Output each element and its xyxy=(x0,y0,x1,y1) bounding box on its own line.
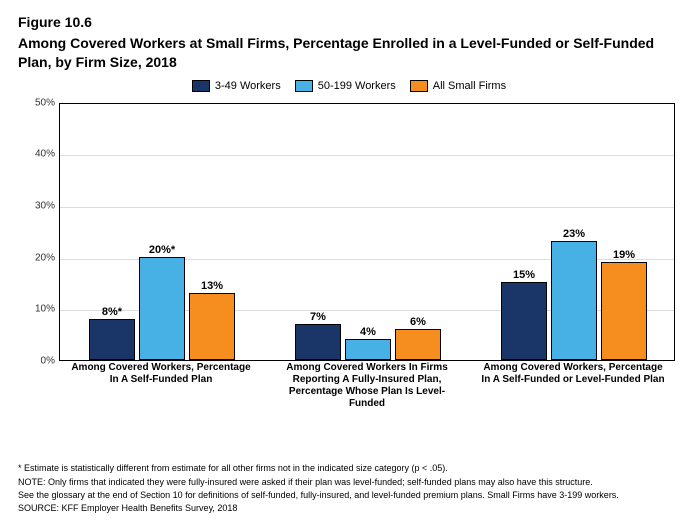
footnote-line: * Estimate is statistically different fr… xyxy=(18,462,678,474)
grid-line xyxy=(60,207,674,208)
y-tick-label: 20% xyxy=(19,252,55,263)
bar: 20%* xyxy=(139,257,185,360)
x-category-label: Among Covered Workers, Percentage In A S… xyxy=(68,362,254,386)
legend-item: All Small Firms xyxy=(410,80,506,92)
legend-item: 3-49 Workers xyxy=(192,80,281,92)
bar-value-label: 20%* xyxy=(140,244,184,256)
footnotes: * Estimate is statistically different fr… xyxy=(18,462,678,515)
bar-value-label: 13% xyxy=(190,280,234,292)
legend-swatch xyxy=(410,80,428,92)
y-tick-label: 0% xyxy=(19,355,55,366)
footnote-line: SOURCE: KFF Employer Health Benefits Sur… xyxy=(18,502,678,514)
bar: 13% xyxy=(189,293,235,360)
bar-value-label: 6% xyxy=(396,316,440,328)
x-category-label: Among Covered Workers In Firms Reporting… xyxy=(274,362,460,410)
y-tick-label: 10% xyxy=(19,304,55,315)
bar: 19% xyxy=(601,262,647,360)
legend-item: 50-199 Workers xyxy=(295,80,396,92)
bar-value-label: 19% xyxy=(602,249,646,261)
legend: 3-49 Workers 50-199 Workers All Small Firm… xyxy=(18,80,680,92)
bar: 23% xyxy=(551,241,597,360)
y-tick-label: 50% xyxy=(19,97,55,108)
y-tick-label: 30% xyxy=(19,200,55,211)
bar-value-label: 4% xyxy=(346,326,390,338)
figure-container: Figure 10.6 Among Covered Workers at Sma… xyxy=(0,0,698,525)
legend-swatch xyxy=(192,80,210,92)
footnote-line: NOTE: Only firms that indicated they wer… xyxy=(18,476,678,488)
bar-value-label: 15% xyxy=(502,269,546,281)
footnote-line: See the glossary at the end of Section 1… xyxy=(18,489,678,501)
figure-number: Figure 10.6 xyxy=(18,14,680,30)
bar: 7% xyxy=(295,324,341,360)
plot-area: 8%*20%*13%7%4%6%15%23%19% xyxy=(59,103,675,361)
plot-wrap: 0%10%20%30%40%50% 8%*20%*13%7%4%6%15%23%… xyxy=(19,98,679,403)
legend-label: 3-49 Workers xyxy=(215,80,281,92)
bar: 8%* xyxy=(89,319,135,360)
bar-value-label: 7% xyxy=(296,311,340,323)
grid-line xyxy=(60,155,674,156)
y-tick-label: 40% xyxy=(19,149,55,160)
x-category-label: Among Covered Workers, Percentage In A S… xyxy=(480,362,666,386)
legend-label: All Small Firms xyxy=(433,80,506,92)
bar: 4% xyxy=(345,339,391,360)
bar-value-label: 23% xyxy=(552,228,596,240)
figure-title: Among Covered Workers at Small Firms, Pe… xyxy=(18,34,680,72)
legend-label: 50-199 Workers xyxy=(318,80,396,92)
bar: 15% xyxy=(501,282,547,359)
legend-swatch xyxy=(295,80,313,92)
bar: 6% xyxy=(395,329,441,360)
bar-value-label: 8%* xyxy=(90,306,134,318)
